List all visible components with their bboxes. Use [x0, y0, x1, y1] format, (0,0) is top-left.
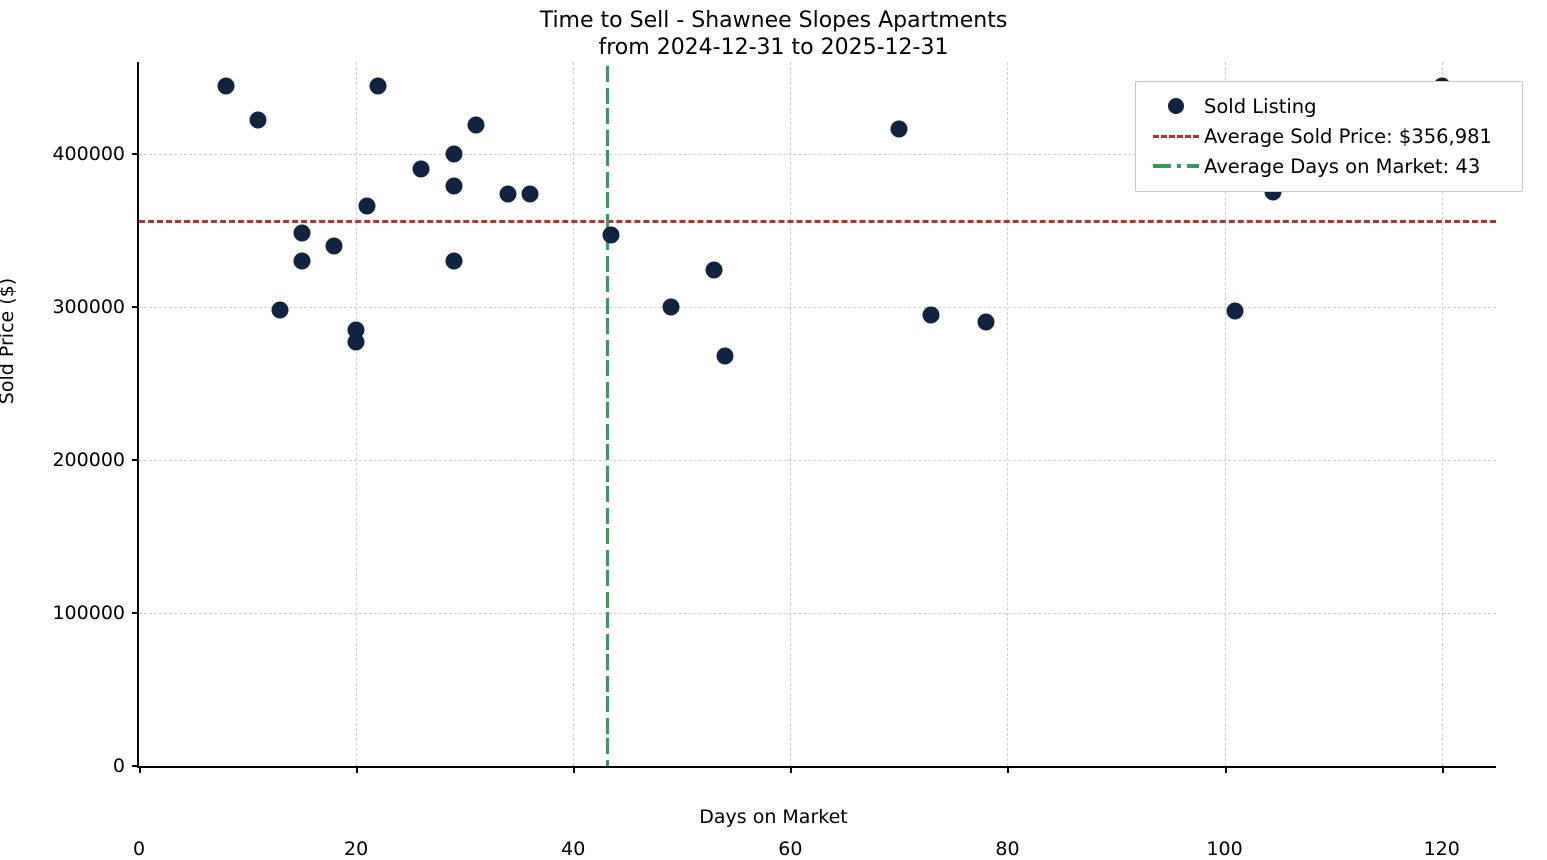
data-point[interactable] [293, 224, 311, 242]
x-axis-tick-mark [573, 766, 576, 773]
data-point[interactable] [521, 185, 539, 203]
y-axis-tick-mark [132, 458, 139, 461]
legend-label-average-days-on-market: Average Days on Market: 43 [1204, 154, 1481, 178]
gridline-horizontal [139, 612, 1496, 614]
dashdot-line-icon [1148, 164, 1204, 168]
x-axis-tick-mark [1441, 766, 1444, 773]
data-point[interactable] [445, 177, 463, 195]
y-axis-tick-mark [132, 305, 139, 308]
y-axis-tick-label: 0 [112, 755, 125, 777]
y-axis-tick-label: 300000 [52, 295, 125, 318]
data-point[interactable] [890, 120, 908, 138]
data-point[interactable] [705, 261, 723, 279]
data-point[interactable] [369, 77, 387, 95]
y-axis-tick-label: 100000 [52, 601, 125, 624]
data-point[interactable] [217, 77, 235, 95]
gridline-vertical [573, 62, 575, 766]
x-axis-tick-mark [356, 766, 359, 773]
x-axis-tick-label: 40 [561, 838, 586, 860]
y-axis-tick-label: 400000 [52, 142, 125, 165]
x-axis-tick-label: 20 [344, 838, 369, 860]
y-axis-tick-mark [132, 765, 139, 767]
x-axis-tick-label: 100 [1206, 838, 1243, 860]
data-point[interactable] [922, 306, 940, 324]
data-point[interactable] [1226, 302, 1244, 320]
data-point[interactable] [716, 347, 734, 365]
x-axis-tick-label: 80 [995, 838, 1020, 860]
gridline-horizontal [139, 153, 1496, 155]
x-axis-tick-mark [790, 766, 793, 773]
gridline-vertical [1007, 62, 1009, 766]
x-axis-tick-label: 60 [778, 838, 803, 860]
average-days-on-market-line [605, 62, 609, 766]
x-axis-tick-label: 0 [132, 838, 146, 860]
dashed-line-icon [1148, 134, 1204, 138]
gridline-horizontal [139, 306, 1496, 308]
chart-legend: Sold Listing Average Sold Price: $356,98… [1135, 81, 1523, 192]
data-point[interactable] [467, 116, 485, 134]
gridline-vertical [356, 62, 358, 766]
data-point[interactable] [662, 298, 680, 316]
gridline-vertical [1224, 62, 1226, 766]
legend-label-sold-listing: Sold Listing [1204, 94, 1317, 118]
data-point[interactable] [499, 185, 517, 203]
data-point[interactable] [602, 226, 620, 244]
data-point[interactable] [445, 145, 463, 163]
y-axis-tick-mark [132, 152, 139, 155]
data-point[interactable] [358, 197, 376, 215]
gridline-vertical [1441, 62, 1443, 766]
data-point[interactable] [445, 252, 463, 270]
x-axis-tick-mark [139, 766, 141, 773]
data-point[interactable] [325, 237, 343, 255]
data-point[interactable] [293, 252, 311, 270]
average-sold-price-line [139, 219, 1496, 223]
marker-dot-icon [1148, 98, 1204, 114]
y-axis-tick-label: 200000 [52, 448, 125, 471]
legend-item-sold-listing: Sold Listing [1148, 91, 1510, 121]
legend-item-average-sold-price: Average Sold Price: $356,981 [1148, 121, 1510, 151]
x-axis-title: Days on Market [699, 806, 848, 828]
chart-title: Time to Sell - Shawnee Slopes Apartments… [0, 8, 1547, 62]
gridline-horizontal [139, 459, 1496, 461]
chart-title-line-2: from 2024-12-31 to 2025-12-31 [598, 34, 949, 60]
data-point[interactable] [977, 313, 995, 331]
y-axis-title: Sold Price ($) [0, 277, 19, 405]
gridline-vertical [790, 62, 792, 766]
data-point[interactable] [249, 111, 267, 129]
data-point[interactable] [412, 160, 430, 178]
y-axis-tick-mark [132, 611, 139, 614]
chart-title-line-1: Time to Sell - Shawnee Slopes Apartments [539, 8, 1008, 33]
legend-label-average-sold-price: Average Sold Price: $356,981 [1204, 124, 1492, 148]
x-axis-tick-label: 120 [1423, 838, 1460, 860]
x-axis-tick-mark [1224, 766, 1227, 773]
legend-item-average-days-on-market: Average Days on Market: 43 [1148, 151, 1510, 181]
data-point[interactable] [347, 333, 365, 351]
x-axis-tick-mark [1007, 766, 1010, 773]
data-point[interactable] [271, 301, 289, 319]
